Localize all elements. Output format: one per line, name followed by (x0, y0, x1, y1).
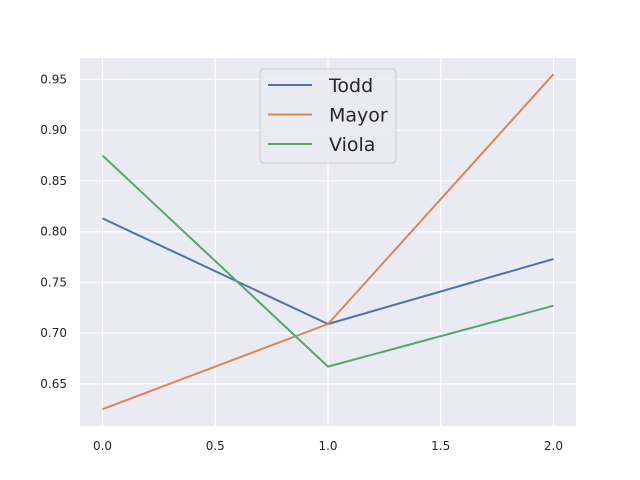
legend-label-viola: Viola (329, 134, 375, 156)
y-tick-label: 0.75 (40, 275, 67, 289)
y-tick-label: 0.90 (40, 123, 67, 137)
x-axis-ticks: 0.0 0.5 1.0 1.5 2.0 (93, 439, 563, 453)
series-line-mayor (102, 73, 555, 411)
y-axis-ticks: 0.65 0.70 0.75 0.80 0.85 0.90 0.95 (40, 72, 67, 391)
y-tick-label: 0.65 (40, 377, 67, 391)
legend: Todd Mayor Viola (259, 68, 397, 164)
x-tick-label: 0.0 (93, 439, 112, 453)
x-tick-label: 2.0 (544, 439, 563, 453)
series-line-viola (101, 154, 554, 368)
legend-label-todd: Todd (328, 75, 373, 97)
x-tick-label: 1.0 (318, 439, 337, 453)
x-tick-label: 0.5 (206, 439, 225, 453)
y-tick-label: 0.95 (40, 72, 67, 86)
y-tick-label: 0.70 (40, 326, 67, 340)
y-tick-label: 0.80 (40, 225, 67, 239)
series-layer (101, 73, 555, 411)
x-tick-label: 1.5 (431, 439, 450, 453)
legend-label-mayor: Mayor (329, 105, 388, 127)
legend-box (259, 68, 397, 164)
y-tick-label: 0.85 (40, 174, 67, 188)
legend-entries: Todd Mayor Viola (268, 75, 388, 156)
